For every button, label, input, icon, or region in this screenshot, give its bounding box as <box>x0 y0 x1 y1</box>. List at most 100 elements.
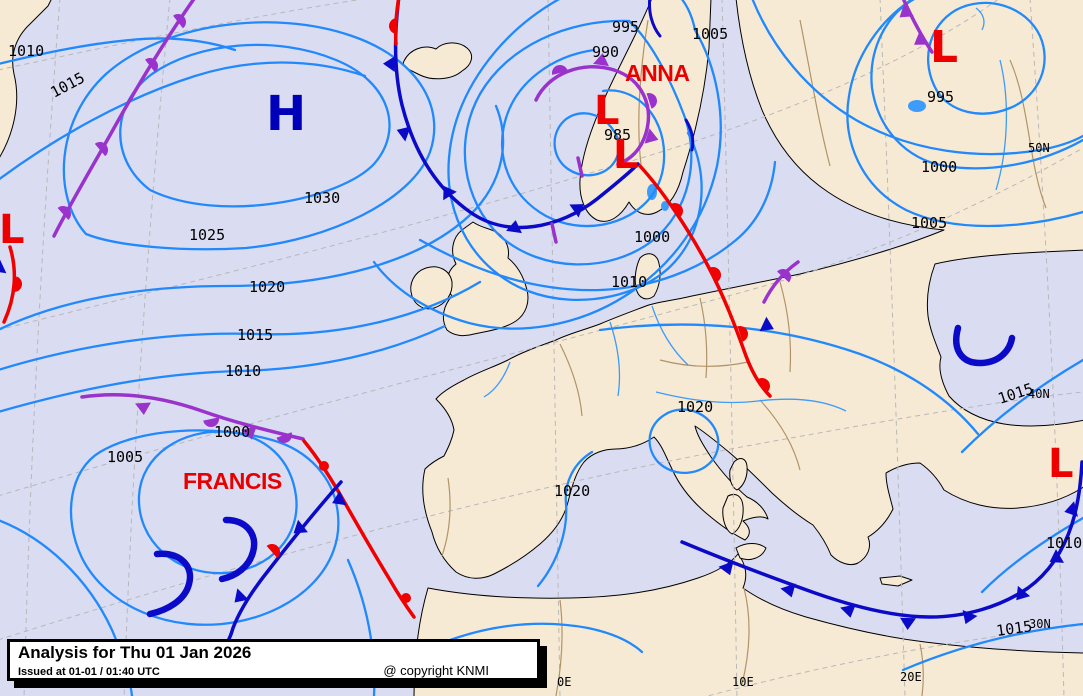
low-pressure-symbol: L <box>613 132 639 178</box>
isobar-label: 1020 <box>249 278 285 296</box>
coastline-greenland <box>0 0 52 158</box>
isobar-label: 1020 <box>677 398 713 416</box>
occluded-front <box>534 65 651 166</box>
river <box>975 7 985 31</box>
isobar-label: 1005 <box>107 448 143 466</box>
cold-front-fragment <box>648 0 662 38</box>
occluded-front-symbol <box>276 432 292 443</box>
trough-line <box>218 516 258 583</box>
warm-front-symbol <box>266 544 280 558</box>
occluded-front-fragment <box>576 156 584 178</box>
low-pressure-symbol: L <box>1048 441 1074 487</box>
longitude-label: 20E <box>900 670 922 684</box>
isobar <box>960 358 1083 454</box>
isobar-label: 985 <box>604 126 631 144</box>
meridian-line <box>123 0 171 696</box>
issued-timestamp: Issued at 01-01 / 01:40 UTC <box>18 666 160 678</box>
meridian-line <box>1029 0 1065 696</box>
isobar-label: 1000 <box>634 228 670 246</box>
isobar <box>500 48 666 228</box>
country-borders <box>441 19 1047 696</box>
occluded-front-symbol <box>646 93 657 109</box>
border-line <box>1009 59 1047 209</box>
isobar-label: 1010 <box>8 42 44 60</box>
cold-front-symbol <box>569 204 584 218</box>
latitude-label: 50N <box>1028 141 1050 155</box>
high-pressure-symbol: H <box>266 86 306 142</box>
border-line <box>919 643 924 696</box>
isobar <box>418 160 777 292</box>
cold-front-symbol <box>900 617 916 630</box>
isobar <box>346 558 376 696</box>
cold-front-symbol <box>332 490 347 506</box>
warm-front-symbol <box>401 593 411 603</box>
coastline-denmark <box>634 253 661 300</box>
warm-front <box>638 164 772 398</box>
warm-front-symbol <box>11 276 22 292</box>
isobar <box>536 450 594 588</box>
stationary-front <box>2 245 17 324</box>
isobar <box>0 280 482 371</box>
warm-front-symbol <box>737 326 748 342</box>
cold-front-fragment <box>684 118 695 152</box>
border-line <box>699 297 708 379</box>
cold-front-symbol <box>506 220 522 234</box>
occluded-front <box>80 392 305 441</box>
occluded-front-symbol <box>899 3 914 18</box>
border-line <box>741 587 750 685</box>
occluded-front-symbol <box>241 426 257 440</box>
border-line <box>759 399 801 471</box>
isobar <box>463 19 693 266</box>
isobar <box>926 1 1046 115</box>
latitude-label: 30N <box>1029 617 1051 631</box>
isobar <box>372 0 722 330</box>
cold-front-symbol <box>962 610 978 625</box>
occluded-front-symbol <box>203 417 219 427</box>
isobar <box>428 622 644 654</box>
cold-front-symbol <box>1049 549 1064 563</box>
cold-front-symbol <box>1064 501 1078 517</box>
occluded-front-symbol <box>777 269 791 283</box>
isobar-label: 1000 <box>214 423 250 441</box>
warm-front-symbol <box>758 378 770 394</box>
isobar <box>846 0 1083 228</box>
isobar-label: 1010 <box>225 362 261 380</box>
occluded-front <box>52 0 196 238</box>
lake <box>908 100 926 112</box>
isobar-label: 1005 <box>692 25 728 43</box>
copyright-notice: @ copyright KNMI <box>383 663 489 678</box>
occluded-front-symbol <box>644 128 659 144</box>
lake <box>647 184 657 200</box>
cold-front-symbol <box>780 583 796 598</box>
isobar-label: 1025 <box>189 226 225 244</box>
occluded-front-symbol <box>57 206 71 220</box>
coastline-sardinia <box>722 493 744 535</box>
river <box>655 391 847 412</box>
isobar-label: 1030 <box>304 189 340 207</box>
coastline-iceland <box>402 42 473 80</box>
cold-front <box>393 0 640 230</box>
isobar <box>62 21 436 251</box>
warm-front-symbol <box>389 18 397 34</box>
cold-front-symbol <box>383 56 396 72</box>
river <box>483 361 511 398</box>
isobar-label: 1000 <box>921 158 957 176</box>
occluded-front-fragment <box>550 222 558 244</box>
occluded-front-symbol <box>552 65 568 75</box>
isobar-label: 1010 <box>1046 534 1082 552</box>
coastline-crete <box>879 575 913 587</box>
isobar-label: 1015 <box>995 617 1033 640</box>
isobar-label: 1020 <box>554 482 590 500</box>
isobar <box>598 323 980 436</box>
warm-front-symbol <box>709 267 721 283</box>
occluded-front-symbol <box>914 31 929 45</box>
isobar <box>0 324 447 413</box>
cold-front-symbol <box>293 519 308 534</box>
isobar-label: 990 <box>592 43 619 61</box>
border-line <box>779 281 792 373</box>
cold-front-symbol <box>396 126 411 142</box>
cold-front-symbol <box>718 561 734 576</box>
analysis-info-panel: Analysis for Thu 01 Jan 2026 Issued at 0… <box>7 639 540 681</box>
